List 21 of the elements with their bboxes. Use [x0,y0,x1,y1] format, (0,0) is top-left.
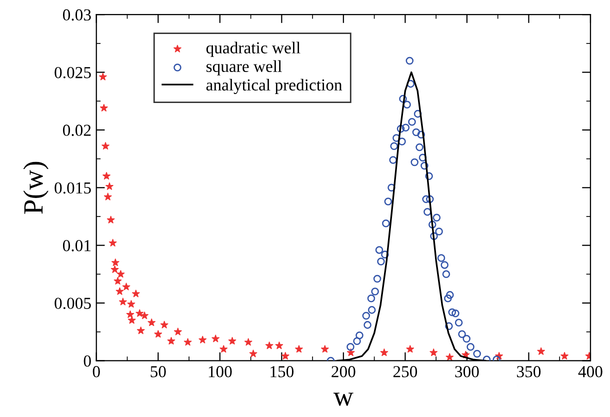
y-tick-label: 0.03 [62,9,91,21]
x-tick-label: 50 [150,366,166,378]
x-tick-label: 300 [455,366,479,378]
y-axis-title: P(w) [23,162,48,214]
y-tick-label: 0.01 [62,240,91,252]
x-tick-label: 200 [332,366,356,378]
legend-label: analytical prediction [206,78,342,94]
y-tick-label: 0.015 [54,182,91,194]
y-tick-label: 0.025 [54,66,91,78]
y-tick-label: 0.005 [54,298,91,310]
x-tick-label: 100 [208,366,232,378]
legend-label: square well [206,60,282,76]
x-tick-label: 350 [517,366,541,378]
x-tick-label: 150 [270,366,294,378]
x-tick-label: 0 [92,366,100,378]
x-tick-label: 400 [578,366,602,378]
x-tick-label: 250 [393,366,418,378]
x-axis-title: w [333,392,354,406]
y-tick-label: 0 [84,355,91,367]
legend-label: quadratic well [206,42,300,57]
y-tick-label: 0.02 [62,124,91,136]
